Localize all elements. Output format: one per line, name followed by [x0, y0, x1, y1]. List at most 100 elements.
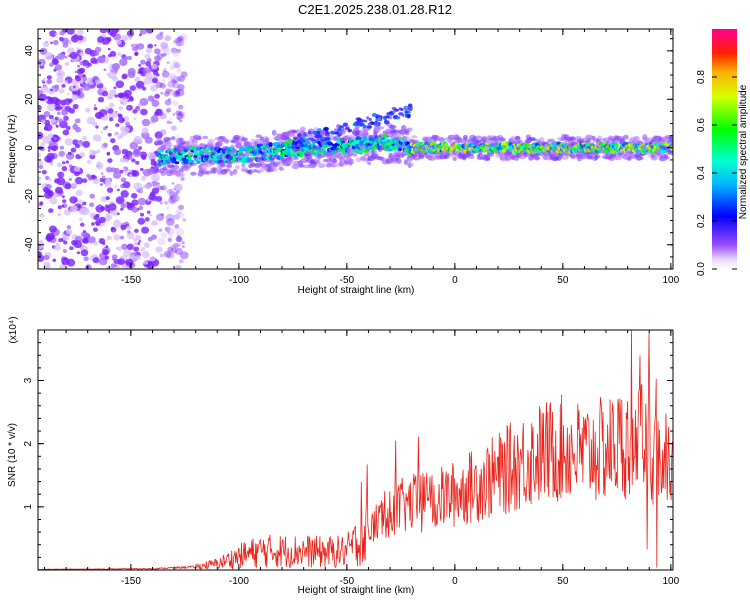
noise-speck [98, 216, 106, 223]
noise-speck [96, 149, 101, 154]
noise-speck [45, 96, 55, 105]
noise-speck [62, 129, 70, 136]
ridge-branch [317, 137, 323, 140]
ridge-halo [273, 166, 278, 172]
colorbar-tick-label: 0.6 [696, 118, 707, 132]
noise-speck [80, 80, 84, 84]
noise-speck [47, 103, 56, 112]
noise-speck [39, 212, 45, 218]
noise-speck [133, 117, 137, 121]
y-tick-label: 3 [23, 377, 34, 383]
noise-speck [91, 174, 96, 179]
noise-speck [157, 182, 160, 185]
noise-speck [113, 234, 121, 241]
noise-speck [80, 249, 89, 257]
noise-speck [177, 234, 181, 238]
colorbar-tick-label: 0.8 [696, 70, 707, 84]
ridge-halo [389, 124, 397, 129]
ridge-halo [474, 136, 483, 140]
noise-speck [109, 50, 117, 57]
noise-speck [65, 125, 71, 131]
noise-speck [167, 235, 173, 240]
noise-speck [111, 254, 118, 260]
noise-speck [69, 205, 78, 213]
ridge-halo [330, 164, 337, 168]
noise-speck [93, 178, 100, 185]
noise-speck [82, 201, 87, 206]
noise-speck [138, 240, 142, 243]
x-tick-label: 50 [557, 576, 569, 587]
ridge-halo [202, 135, 209, 139]
noise-speck [156, 213, 165, 221]
ridge-halo [452, 156, 457, 162]
noise-speck [103, 68, 107, 71]
noise-speck [132, 109, 138, 114]
noise-speck [134, 241, 138, 246]
x-tick-label: 100 [662, 275, 679, 286]
noise-speck [62, 199, 67, 204]
noise-speck [112, 219, 122, 228]
noise-speck [140, 189, 144, 193]
noise-speck [110, 263, 116, 268]
ridge-cell [187, 159, 195, 164]
noise-speck [170, 117, 173, 121]
noise-speck [82, 83, 92, 91]
noise-speck [112, 171, 122, 179]
noise-speck [73, 240, 82, 249]
noise-speck [169, 64, 175, 71]
noise-speck [175, 264, 182, 269]
noise-speck [140, 247, 146, 252]
ridge-branch [383, 120, 390, 125]
noise-speck [178, 212, 185, 219]
noise-speck [181, 241, 185, 245]
ridge-halo [237, 140, 243, 146]
noise-speck [111, 111, 120, 118]
ridge-branch [374, 121, 378, 125]
ridge-cell [268, 142, 273, 147]
ridge-branch [339, 125, 345, 128]
noise-speck [132, 43, 136, 48]
noise-speck [171, 247, 177, 253]
ridge-branch [312, 130, 319, 135]
noise-speck [40, 63, 44, 66]
noise-speck [78, 67, 86, 74]
noise-speck [113, 86, 117, 90]
noise-speck [107, 158, 113, 164]
ridge-halo [665, 156, 670, 160]
noise-speck [47, 146, 52, 150]
noise-speck [108, 117, 114, 122]
noise-speck [140, 59, 146, 65]
noise-speck [56, 70, 66, 78]
ridge-halo [196, 136, 202, 141]
ridge-halo [412, 155, 421, 161]
noise-speck [180, 71, 188, 78]
noise-speck [105, 196, 110, 201]
noise-speck [100, 131, 103, 134]
noise-speck [144, 136, 153, 144]
noise-speck [75, 76, 81, 82]
noise-speck [61, 257, 70, 266]
ridge-halo [355, 157, 362, 163]
ridge-branch [323, 127, 328, 131]
noise-speck [159, 253, 165, 258]
noise-speck [107, 214, 113, 220]
ridge-halo [216, 140, 223, 147]
ridge-halo [401, 151, 407, 157]
ridge-branch [382, 115, 387, 120]
noise-speck [151, 173, 160, 182]
ridge-branch [291, 146, 295, 149]
noise-speck [144, 72, 153, 80]
noise-speck [159, 82, 166, 89]
noise-speck [91, 222, 95, 226]
noise-speck [70, 182, 78, 188]
noise-speck [175, 110, 182, 116]
noise-speck [117, 52, 122, 56]
noise-speck [156, 185, 163, 191]
noise-speck [96, 55, 106, 64]
ridge-halo [222, 168, 231, 172]
ridge-branch [405, 110, 411, 114]
noise-speck [119, 169, 124, 174]
noise-speck [97, 36, 105, 43]
noise-speck [89, 149, 96, 156]
noise-speck [168, 196, 177, 204]
